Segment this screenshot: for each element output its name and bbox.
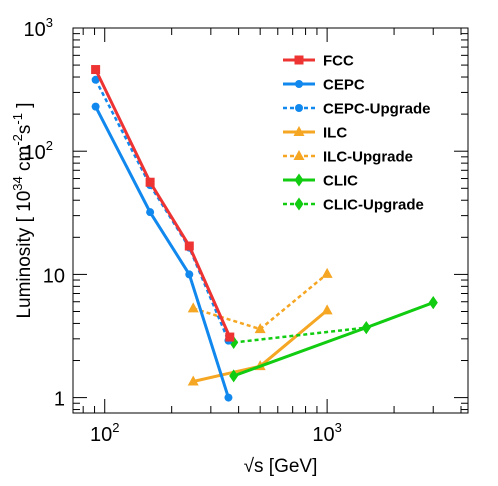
data-point [185, 270, 194, 279]
x-tick-label: 103 [312, 420, 341, 446]
legend-label: ILC-Upgrade [323, 149, 413, 166]
data-point [293, 150, 305, 160]
legend-entry-fcc: FCC [283, 53, 354, 70]
data-point [321, 304, 333, 315]
x-axis-title: √s [GeV] [244, 456, 318, 477]
data-point [91, 65, 101, 75]
legend-entry-clic: CLIC [283, 173, 358, 190]
legend-label: CLIC-Upgrade [323, 197, 424, 214]
data-point [428, 296, 438, 310]
series-line [94, 105, 230, 399]
y-axis-title: Luminosity [ 1034 cm-2s-1 ] [10, 102, 35, 318]
y-tick-label: 10 [43, 265, 65, 287]
data-point [229, 369, 239, 383]
data-point [187, 302, 199, 313]
legend-entry-ilc: ILC [283, 125, 347, 142]
legend-label: CEPC [323, 77, 365, 94]
tick-labels: 102 103 1 10 102 103 [24, 15, 342, 446]
data-point [91, 102, 100, 111]
data-point [91, 75, 100, 84]
data-point [295, 104, 303, 112]
x-tick-label: 102 [90, 420, 119, 446]
series-ilc-upgrade [187, 267, 333, 334]
data-point [187, 375, 199, 386]
data-point [184, 241, 194, 251]
legend-label: ILC [323, 125, 347, 142]
legend-label: CLIC [323, 173, 358, 190]
legend-entry-ilc-upgrade: ILC-Upgrade [283, 149, 413, 166]
data-point [294, 173, 304, 187]
series-cepc [91, 102, 233, 402]
legend-entry-cepc-upgrade: CEPC-Upgrade [283, 101, 431, 118]
data-point [361, 321, 371, 335]
legend-label: FCC [323, 53, 354, 70]
data-point [145, 177, 155, 187]
y-tick-label: 102 [24, 138, 53, 164]
data-point [293, 126, 305, 136]
y-tick-label: 1 [54, 389, 65, 411]
legend-entry-clic-upgrade: CLIC-Upgrade [283, 197, 424, 214]
y-tick-label: 103 [24, 15, 53, 41]
series-layer [91, 65, 438, 402]
axis-ticks [73, 27, 468, 413]
data-point [225, 332, 235, 342]
legend-label: CEPC-Upgrade [323, 101, 431, 118]
data-point [224, 393, 233, 402]
series-fcc [91, 65, 235, 342]
data-point [146, 208, 155, 217]
legend: FCC CEPC CEPC-Upgrade ILC ILC-Upgrade CLIC CLI… [283, 53, 431, 214]
series-line [94, 68, 232, 338]
data-point [295, 80, 303, 88]
legend-entry-cepc: CEPC [283, 77, 365, 94]
plot-frame [72, 27, 469, 414]
data-point [254, 323, 266, 334]
data-point [294, 55, 304, 65]
data-point [321, 267, 333, 278]
data-point [294, 197, 304, 211]
